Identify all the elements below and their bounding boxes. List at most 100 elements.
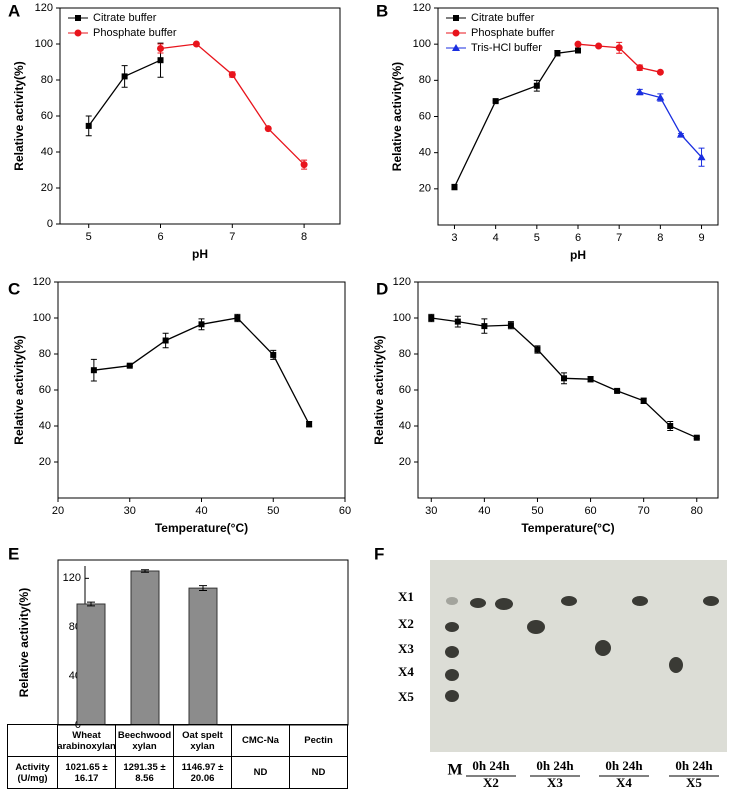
x-tick-label: 30 — [425, 505, 437, 517]
y-tick-label: 60 — [399, 384, 411, 396]
series-line — [93, 317, 310, 425]
x-tick-label: 5 — [86, 231, 92, 243]
substrate-label: X3 — [547, 775, 563, 790]
series-line — [639, 91, 703, 158]
x-axis-label: Temperature(°C) — [521, 521, 614, 535]
bar — [188, 587, 218, 726]
plot-frame — [437, 7, 719, 226]
point — [615, 44, 623, 52]
x-tick-label: 70 — [638, 505, 650, 517]
series-line — [160, 43, 305, 166]
x-tick-label: 50 — [531, 505, 543, 517]
y-axis-label: Relative activity(%) — [12, 335, 26, 444]
panel-letter: C — [8, 279, 20, 298]
legend-marker — [74, 29, 82, 37]
x-tick-label: 80 — [691, 505, 703, 517]
legend-label: Citrate buffer — [93, 12, 157, 24]
x-tick-label: 30 — [124, 505, 136, 517]
point — [534, 346, 541, 353]
x-tick-label: 6 — [157, 231, 163, 243]
legend-marker — [75, 15, 81, 21]
y-tick-label: 100 — [393, 312, 411, 324]
x-tick-label: 7 — [616, 232, 622, 244]
y-tick-label: 20 — [419, 183, 431, 195]
time-label: 0h 24h — [605, 758, 643, 773]
y-tick-label: 40 — [39, 420, 51, 432]
time-label: 0h 24h — [675, 758, 713, 773]
point — [234, 315, 241, 321]
point — [454, 318, 461, 325]
point — [697, 153, 706, 161]
y-tick-label: 40 — [399, 420, 411, 432]
y-tick-label: 60 — [419, 110, 431, 122]
tlc-spots — [445, 596, 719, 702]
x-axis-label: pH — [192, 247, 208, 261]
point — [656, 93, 665, 101]
standard-label: X1 — [398, 589, 414, 604]
standard-label: X4 — [398, 664, 414, 679]
legend-label: Phosphate buffer — [471, 27, 555, 39]
point — [264, 125, 272, 133]
x-tick-label: 7 — [229, 231, 235, 243]
point — [126, 362, 133, 369]
time-label: 0h 24h — [472, 758, 510, 773]
y-tick-label: 120 — [63, 572, 81, 584]
x-tick-label: 8 — [301, 231, 307, 243]
point — [667, 423, 674, 429]
lane-label: M — [447, 762, 462, 779]
y-tick-label: 80 — [39, 348, 51, 360]
plot-frame — [57, 281, 346, 499]
table-cell: 1021.65 ± 16.17 — [57, 756, 116, 789]
row-label: Activity (U/mg) — [7, 756, 58, 789]
panel-letter: B — [376, 1, 388, 20]
point — [533, 82, 540, 89]
point — [162, 337, 169, 344]
point — [428, 315, 435, 321]
point — [228, 71, 236, 79]
x-tick-label: 40 — [478, 505, 490, 517]
y-tick-label: 20 — [41, 182, 53, 194]
bar — [130, 570, 160, 726]
point — [85, 122, 92, 129]
y-tick-label: 100 — [33, 312, 51, 324]
series-line — [453, 49, 579, 188]
y-tick-label: 60 — [41, 110, 53, 122]
x-axis-label: Temperature(°C) — [155, 521, 248, 535]
point — [270, 351, 277, 358]
time-label: 0h 24h — [536, 758, 574, 773]
plot-frame — [59, 7, 341, 225]
category-label: Pectin — [289, 724, 348, 757]
panel-letter: E — [8, 544, 19, 563]
x-tick-label: 40 — [195, 505, 207, 517]
y-tick-label: 80 — [399, 348, 411, 360]
y-axis-label: Relative activity(%) — [372, 335, 386, 444]
substrate-label: X4 — [616, 775, 632, 790]
point — [300, 161, 308, 169]
point — [640, 397, 647, 404]
y-tick-label: 80 — [419, 74, 431, 86]
error-bar — [199, 585, 207, 592]
activity-table: Wheat arabinoxylan Beechwood xylan Oat spe… — [7, 724, 348, 789]
category-label: Wheat arabinoxylan — [57, 724, 116, 757]
y-axis-label: Relative activity(%) — [390, 62, 404, 171]
table-cell: ND — [231, 756, 290, 789]
y-axis-label: Relative activity(%) — [17, 588, 31, 697]
error-bar — [87, 601, 95, 607]
point — [574, 40, 582, 48]
x-tick-label: 6 — [575, 232, 581, 244]
point — [451, 184, 458, 191]
x-tick-label: 60 — [584, 505, 596, 517]
table-corner — [7, 724, 58, 757]
plot-frame — [417, 281, 719, 499]
tlc-plate — [430, 560, 727, 752]
standard-label: X3 — [398, 641, 414, 656]
y-tick-label: 20 — [39, 456, 51, 468]
point — [575, 47, 581, 54]
y-tick-label: 40 — [419, 147, 431, 159]
point — [693, 434, 700, 441]
point — [492, 98, 499, 105]
error-bar — [141, 569, 149, 573]
panel-letter: D — [376, 279, 388, 298]
